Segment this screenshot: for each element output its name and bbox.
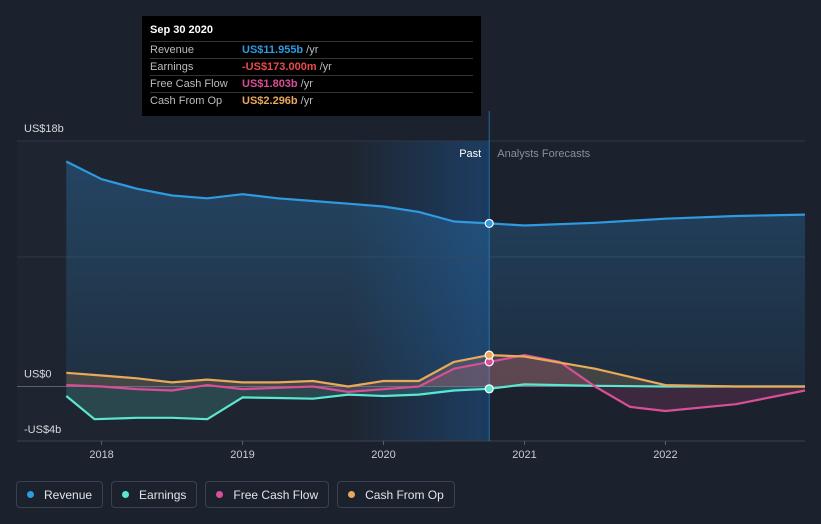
legend-item-revenue[interactable]: Revenue	[16, 481, 104, 508]
legend-item-cash-from-op[interactable]: Cash From Op	[337, 481, 455, 508]
legend-dot-icon	[348, 491, 356, 498]
series-area-cash-from-op	[66, 355, 806, 387]
tooltip-unit: /yr	[300, 78, 313, 90]
marker-revenue	[484, 218, 494, 229]
legend: Revenue Earnings Free Cash Flow Cash Fro…	[16, 481, 455, 508]
x-tick-label: 2019	[230, 449, 254, 461]
tooltip-unit: /yr	[306, 44, 319, 56]
marker-earnings	[484, 384, 494, 394]
past-label: Past	[459, 148, 481, 160]
tooltip: Sep 30 2020 Revenue US$11.955b /yr Earni…	[142, 16, 481, 116]
tooltip-label: Cash From Op	[150, 95, 223, 107]
legend-label: Earnings	[139, 487, 187, 502]
y-tick-label: US$0	[24, 368, 52, 380]
x-tick-label: 2021	[512, 449, 536, 461]
tooltip-label: Free Cash Flow	[150, 78, 228, 90]
legend-label: Cash From Op	[365, 487, 444, 502]
series-line-revenue	[65, 160, 806, 227]
legend-label: Free Cash Flow	[233, 487, 319, 502]
tooltip-row-earnings: Earnings -US$173.000m /yr	[150, 58, 473, 75]
y-tick-label: US$18b	[24, 123, 64, 135]
legend-item-earnings[interactable]: Earnings	[111, 481, 198, 508]
tooltip-unit: /yr	[319, 61, 332, 73]
tooltip-value: US$2.296b	[242, 95, 298, 107]
tooltip-date: Sep 30 2020	[150, 24, 213, 36]
series-area-earnings	[66, 384, 806, 420]
series-line-earnings	[65, 383, 805, 421]
x-tick-label: 2020	[371, 449, 395, 461]
tooltip-value: -US$173.000m	[242, 61, 317, 73]
forecast-label: Analysts Forecasts	[497, 148, 590, 160]
series-line-free-cash-flow	[66, 354, 806, 413]
x-tick-label: 2022	[653, 449, 677, 461]
tooltip-label: Revenue	[150, 44, 195, 56]
legend-dot-icon	[122, 491, 130, 498]
series-line-cash-from-op	[66, 354, 805, 388]
legend-label: Revenue	[44, 487, 93, 502]
legend-item-free-cash-flow[interactable]: Free Cash Flow	[205, 481, 330, 508]
x-tick-label: 2018	[89, 449, 113, 461]
series-area-revenue	[66, 161, 806, 387]
tooltip-unit: /yr	[300, 95, 313, 107]
series-area-free-cash-flow	[66, 355, 806, 411]
tooltip-label: Earnings	[150, 61, 194, 73]
tooltip-value: US$11.955b	[242, 44, 304, 56]
y-tick-label: -US$4b	[24, 424, 61, 436]
legend-dot-icon	[27, 491, 34, 498]
tooltip-row-free-cash-flow: Free Cash Flow US$1.803b /yr	[150, 75, 473, 92]
marker-cash-from-op	[484, 350, 494, 360]
legend-dot-icon	[216, 491, 224, 498]
tooltip-row-revenue: Revenue US$11.955b /yr	[150, 41, 473, 58]
tooltip-row-cash-from-op: Cash From Op US$2.296b /yr	[150, 92, 473, 109]
tooltip-value: US$1.803b	[242, 78, 298, 90]
